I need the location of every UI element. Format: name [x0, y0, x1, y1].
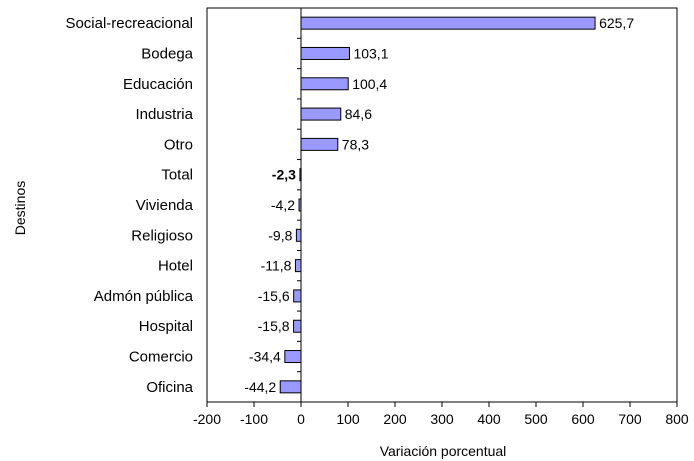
- x-tick-label: 500: [524, 411, 548, 427]
- x-tick-label: 400: [477, 411, 501, 427]
- x-tick-label: 600: [571, 411, 595, 427]
- x-tick-label: 800: [665, 411, 689, 427]
- category-label: Total: [161, 167, 193, 184]
- bar: [300, 46, 350, 60]
- category-label: Otro: [164, 136, 193, 153]
- bar: [293, 289, 302, 303]
- x-tick-label: 700: [618, 411, 642, 427]
- x-tick-label: 300: [430, 411, 454, 427]
- category-label: Industria: [135, 106, 193, 123]
- bar: [299, 168, 302, 182]
- category-label: Bodega: [141, 45, 193, 62]
- x-tick-label: 0: [297, 411, 305, 427]
- category-label: Educación: [123, 76, 193, 93]
- bar: [300, 77, 349, 91]
- bar: [294, 259, 302, 273]
- value-label: 78,3: [342, 136, 369, 152]
- category-label: Hotel: [158, 258, 193, 275]
- value-label: -2,3: [272, 167, 296, 183]
- value-label: 625,7: [599, 15, 634, 31]
- category-label: Vivienda: [136, 197, 194, 214]
- x-tick-label: -200: [193, 411, 221, 427]
- bar: [279, 380, 302, 394]
- value-label: -44,2: [244, 379, 276, 395]
- x-tick-label: 200: [383, 411, 407, 427]
- x-axis-title: Variación porcentual: [380, 443, 507, 459]
- category-label: Social-recreacional: [65, 15, 193, 32]
- category-label: Religioso: [131, 227, 193, 244]
- category-label: Hospital: [139, 318, 193, 335]
- bar: [295, 228, 302, 242]
- bar: [300, 137, 339, 151]
- value-label: -34,4: [249, 349, 281, 365]
- category-label: Admón pública: [94, 288, 194, 305]
- bar: [293, 319, 302, 333]
- x-tick-label: -100: [240, 411, 268, 427]
- bar: [300, 16, 596, 30]
- value-label: -9,8: [268, 227, 292, 243]
- y-axis-title: Destinos: [12, 181, 28, 235]
- value-label: 103,1: [353, 45, 388, 61]
- bar: [284, 350, 302, 364]
- value-label: 100,4: [352, 76, 387, 92]
- value-label: 84,6: [345, 106, 372, 122]
- bar: [298, 198, 302, 212]
- category-label: Oficina: [146, 379, 193, 396]
- category-label: Comercio: [129, 349, 193, 366]
- value-label: -15,6: [258, 288, 290, 304]
- value-label: -4,2: [271, 197, 295, 213]
- x-tick-label: 100: [336, 411, 360, 427]
- value-label: -11,8: [261, 258, 292, 274]
- value-label: -15,8: [258, 318, 290, 334]
- bar: [300, 107, 342, 121]
